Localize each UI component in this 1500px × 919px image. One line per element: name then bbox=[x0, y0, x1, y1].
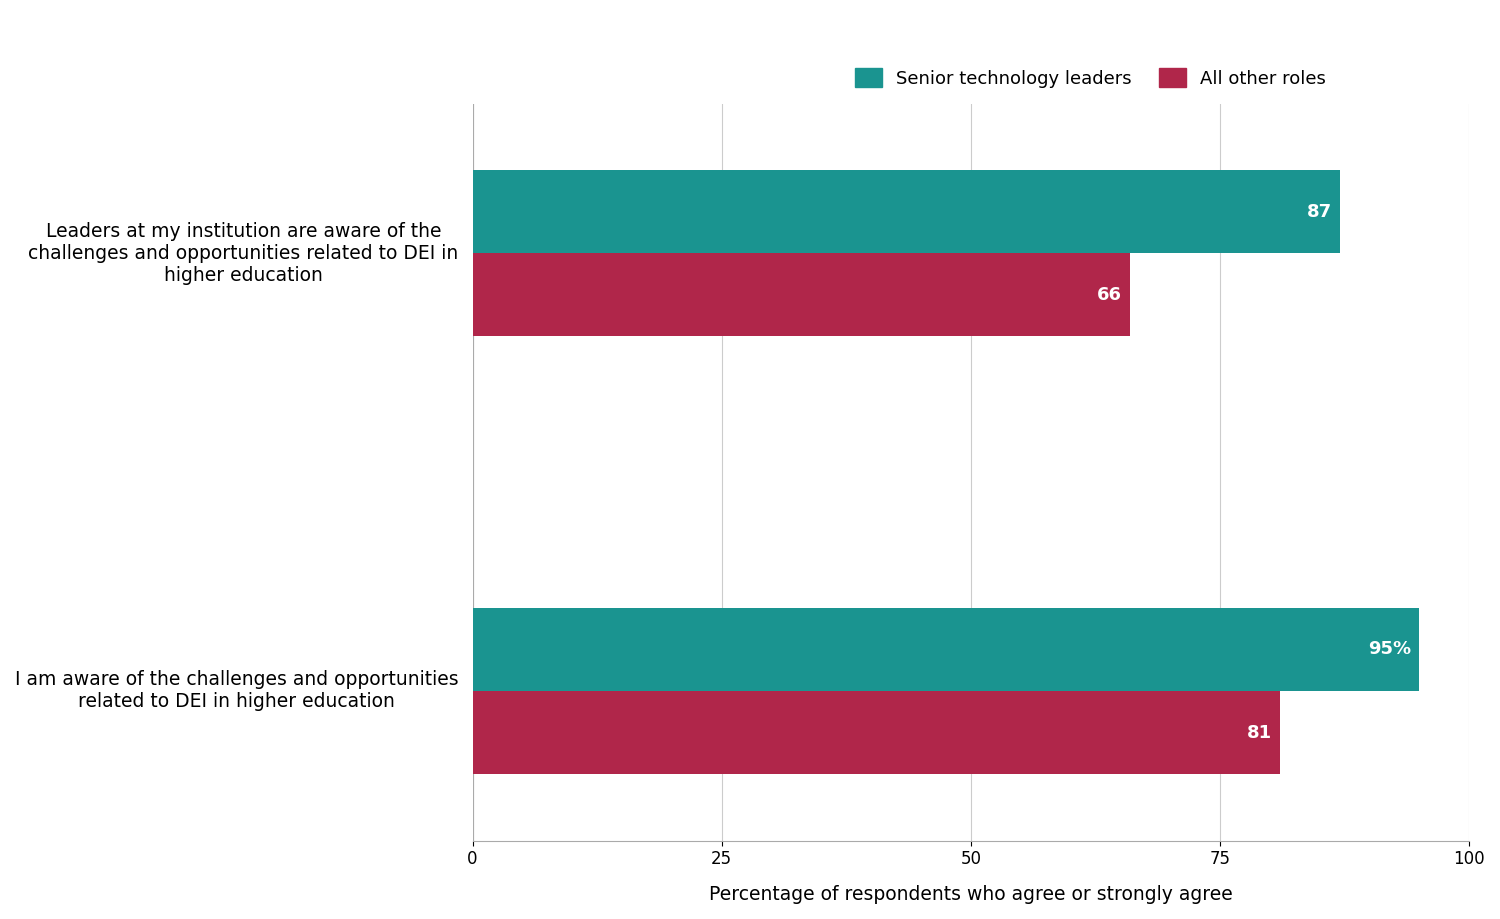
Bar bbox=[472, 691, 1280, 774]
X-axis label: Percentage of respondents who agree or strongly agree: Percentage of respondents who agree or s… bbox=[710, 885, 1233, 904]
Text: 66: 66 bbox=[1098, 286, 1122, 304]
Bar bbox=[472, 607, 1419, 691]
Text: 95%: 95% bbox=[1368, 641, 1411, 658]
Legend: Senior technology leaders, All other roles: Senior technology leaders, All other rol… bbox=[855, 68, 1326, 87]
Bar bbox=[472, 170, 1340, 254]
Text: 87: 87 bbox=[1306, 203, 1332, 221]
Text: 81: 81 bbox=[1246, 723, 1272, 742]
Bar bbox=[472, 254, 1131, 336]
